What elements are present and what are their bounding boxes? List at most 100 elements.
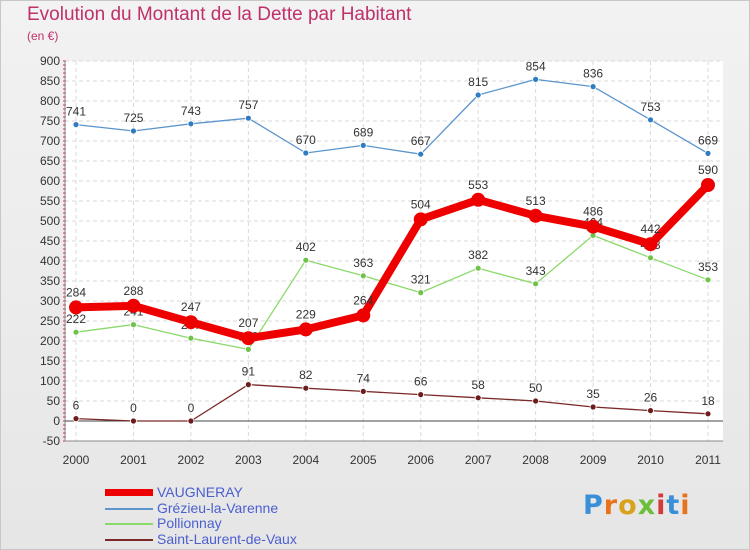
logo-letter: x: [637, 490, 657, 521]
unit-label: (en €): [27, 29, 59, 43]
data-point-saint-laurent-de-vaux: [130, 417, 137, 425]
logo-letter: o: [618, 490, 638, 521]
x-tick-label: 2001: [120, 453, 147, 467]
y-tick-label: 0: [53, 414, 60, 428]
data-label-pollionnay: 343: [526, 264, 546, 278]
data-point-saint-laurent-de-vaux: [187, 417, 195, 425]
x-tick-label: 2005: [350, 453, 377, 467]
y-tick-label: 200: [40, 334, 60, 348]
y-tick-label: 450: [40, 234, 60, 248]
x-tick-label: 2010: [637, 453, 664, 467]
series-line-vaugneray: [75, 182, 711, 343]
data-point-vaugneray: [183, 315, 198, 330]
y-tick-label: 650: [40, 154, 60, 168]
data-point-vaugneray: [241, 331, 256, 346]
data-point-saint-laurent-de-vaux: [647, 407, 654, 415]
data-point-gr-zieu-la-varenne: [359, 141, 367, 149]
data-label-vaugneray: 247: [181, 300, 201, 314]
data-point-saint-laurent-de-vaux: [359, 387, 367, 395]
legend-label: Saint-Laurent-de-Vaux: [157, 531, 297, 547]
data-point-gr-zieu-la-varenne: [187, 120, 195, 128]
data-point-vaugneray: [356, 308, 371, 323]
chart-title: Evolution du Montant de la Dette par Hab…: [27, 4, 412, 25]
data-label-gr-zieu-la-varenne: 670: [296, 133, 316, 147]
logo-letter: i: [680, 490, 691, 521]
data-label-vaugneray: 442: [641, 222, 661, 236]
data-label-saint-laurent-de-vaux: 0: [188, 401, 195, 415]
data-point-pollionnay: [130, 321, 137, 329]
data-point-saint-laurent-de-vaux: [302, 384, 310, 392]
data-point-vaugneray: [126, 298, 141, 313]
data-point-pollionnay: [187, 334, 195, 342]
y-tick-label: 400: [40, 254, 60, 268]
logo-letter: r: [603, 490, 619, 521]
y-tick-label: 250: [40, 314, 60, 328]
data-label-gr-zieu-la-varenne: 743: [181, 104, 201, 118]
data-point-pollionnay: [244, 345, 252, 353]
data-point-gr-zieu-la-varenne: [532, 76, 540, 83]
data-point-vaugneray: [643, 237, 658, 252]
data-point-vaugneray: [471, 192, 486, 207]
data-label-pollionnay: 321: [411, 273, 431, 287]
data-label-saint-laurent-de-vaux: 18: [701, 394, 715, 408]
data-point-saint-laurent-de-vaux: [244, 381, 252, 389]
x-tick-label: 2009: [580, 453, 607, 467]
data-point-saint-laurent-de-vaux: [417, 391, 425, 399]
y-tick-label: 300: [40, 294, 60, 308]
data-point-saint-laurent-de-vaux: [532, 397, 540, 405]
y-tick-label: -50: [43, 434, 61, 448]
data-label-vaugneray: 486: [583, 205, 603, 219]
data-label-vaugneray: 229: [296, 307, 316, 321]
x-tick-label: 2002: [178, 453, 205, 467]
data-point-vaugneray: [528, 208, 543, 223]
data-point-pollionnay: [532, 280, 540, 288]
x-tick-label: 2006: [407, 453, 434, 467]
y-tick-label: 50: [47, 394, 61, 408]
x-tick-label: 2003: [235, 453, 262, 467]
data-point-saint-laurent-de-vaux: [72, 415, 80, 423]
legend-label: VAUGNERAY: [157, 484, 243, 500]
y-tick-label: 700: [40, 134, 60, 148]
x-tick-label: 2011: [695, 453, 721, 467]
data-label-gr-zieu-la-varenne: 753: [641, 100, 661, 114]
data-label-vaugneray: 504: [411, 197, 431, 211]
y-tick-label: 900: [40, 54, 60, 68]
x-tick-label: 2004: [292, 453, 319, 467]
data-point-vaugneray: [69, 300, 83, 315]
data-point-gr-zieu-la-varenne: [589, 83, 597, 90]
data-label-pollionnay: 363: [353, 256, 373, 270]
data-point-gr-zieu-la-varenne: [474, 91, 482, 99]
data-point-gr-zieu-la-varenne: [302, 149, 310, 157]
data-point-pollionnay: [417, 289, 425, 297]
data-label-saint-laurent-de-vaux: 50: [529, 381, 543, 395]
data-label-gr-zieu-la-varenne: 757: [238, 98, 258, 112]
y-tick-label: 850: [40, 74, 60, 88]
data-label-gr-zieu-la-varenne: 854: [526, 59, 546, 73]
x-tick-label: 2008: [522, 453, 549, 467]
data-label-saint-laurent-de-vaux: 58: [472, 378, 486, 392]
series-line-pollionnay: [75, 234, 709, 351]
data-label-saint-laurent-de-vaux: 0: [130, 401, 137, 415]
y-tick-label: 500: [40, 214, 60, 228]
data-point-pollionnay: [72, 328, 80, 336]
data-point-vaugneray: [701, 178, 715, 192]
data-point-gr-zieu-la-varenne: [130, 127, 137, 135]
data-point-saint-laurent-de-vaux: [474, 394, 482, 402]
legend-swatch: [105, 539, 153, 541]
data-point-pollionnay: [474, 264, 482, 272]
data-label-saint-laurent-de-vaux: 26: [644, 391, 658, 405]
legend-swatch: [105, 508, 153, 510]
data-label-vaugneray: 513: [526, 194, 546, 208]
y-tick-label: 600: [40, 174, 60, 188]
logo-letter: i: [656, 490, 667, 521]
data-label-vaugneray: 590: [698, 163, 718, 177]
data-label-saint-laurent-de-vaux: 74: [357, 371, 371, 385]
data-label-gr-zieu-la-varenne: 815: [468, 75, 488, 89]
legend-label: Pollionnay: [157, 515, 222, 531]
data-label-vaugneray: 207: [238, 316, 258, 330]
legend-swatch: [105, 523, 153, 525]
data-point-gr-zieu-la-varenne: [417, 150, 425, 158]
series-line-gr-zieu-la-varenne: [75, 78, 709, 155]
